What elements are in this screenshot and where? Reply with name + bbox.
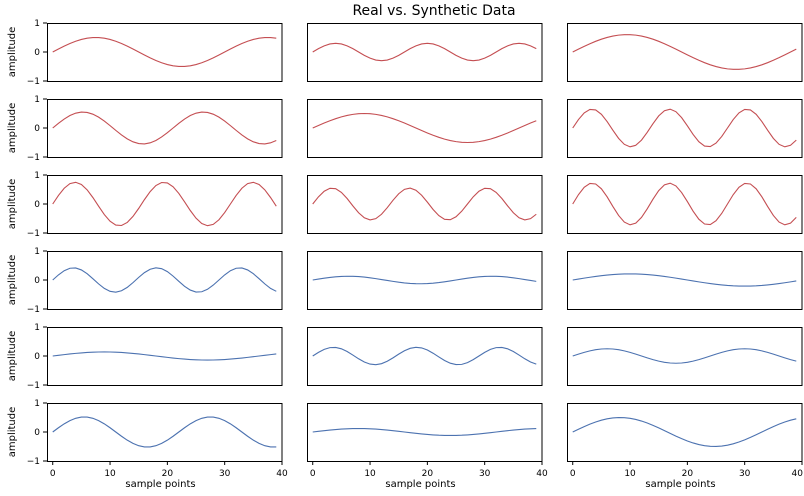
x-tick-label: 30 (739, 469, 751, 479)
x-axis-label: sample points (645, 479, 715, 490)
panel-frame (307, 99, 543, 158)
y-tick-label: 0 (34, 352, 40, 362)
panel-frame (567, 99, 803, 158)
series-line-synthetic (312, 275, 537, 285)
y-axis-label: amplitude (7, 407, 18, 458)
y-tick-label: 1 (34, 171, 40, 181)
y-tick-label: 1 (34, 95, 40, 105)
panel-2-2 (307, 99, 543, 158)
panel-6-2: 0 10 20 30 40 sample points (307, 403, 548, 490)
panel-5-2 (307, 327, 543, 386)
panel-3-3 (567, 175, 803, 234)
x-tick-label: 30 (219, 469, 231, 479)
panel-1-2 (307, 23, 543, 82)
panel-frame (47, 403, 283, 462)
series-line-synthetic (572, 416, 797, 448)
panel-4-2 (307, 251, 543, 310)
series-line-synthetic (312, 346, 537, 366)
x-tick-label: 10 (104, 469, 116, 479)
y-axis-label: amplitude (7, 179, 18, 230)
series-line-real (52, 111, 277, 145)
series-line-real (572, 182, 797, 226)
panel-frame (567, 23, 803, 82)
x-tick-label: 0 (50, 469, 56, 479)
panel-3-2 (307, 175, 543, 234)
y-tick-label: 1 (34, 19, 40, 29)
panel-frame (567, 403, 803, 462)
x-tick-label: 40 (276, 469, 288, 479)
x-tick-label: 10 (624, 469, 636, 479)
panel-frame (307, 175, 543, 234)
x-tick-label: 0 (310, 469, 316, 479)
chart-title: Real vs. Synthetic Data (352, 3, 515, 19)
y-axis-label: amplitude (7, 331, 18, 382)
panel-frame (307, 23, 543, 82)
panel-frame (307, 403, 543, 462)
panel-frame (567, 175, 803, 234)
series-line-synthetic (52, 416, 277, 448)
x-axis-label: sample points (125, 479, 195, 490)
x-tick-label: 40 (536, 469, 548, 479)
y-tick-label: 0 (34, 428, 40, 438)
series-line-synthetic (52, 267, 277, 293)
panel-4-3 (567, 251, 803, 310)
panel-frame (567, 327, 803, 386)
series-line-synthetic (312, 427, 537, 437)
y-tick-label: 0 (34, 200, 40, 210)
panel-frame (47, 23, 283, 82)
y-tick-label: −1 (27, 305, 40, 315)
series-line-synthetic (572, 348, 797, 364)
panel-frame (307, 251, 543, 310)
x-tick-label: 20 (422, 469, 434, 479)
y-tick-label: 1 (34, 247, 40, 257)
y-axis-label: amplitude (7, 255, 18, 306)
series-line-real (312, 42, 537, 62)
panel-frame (47, 99, 283, 158)
panel-frame (47, 327, 283, 386)
panel-6-3: 0 10 20 30 40 sample points (567, 403, 804, 490)
panel-5-1: 1 0 −1 amplitude (7, 323, 283, 391)
y-tick-label: 0 (34, 276, 40, 286)
y-tick-label: 1 (34, 323, 40, 333)
panel-1-1: 1 0 −1 amplitude (7, 19, 283, 87)
panels: 10−1amplitude10−1amplitude10−1amplitude1… (7, 19, 803, 490)
x-tick-label: 20 (162, 469, 174, 479)
y-tick-label: −1 (27, 153, 40, 163)
panel-frame (47, 251, 283, 310)
y-tick-label: −1 (27, 229, 40, 239)
panel-1-3 (567, 23, 803, 82)
x-tick-label: 30 (479, 469, 491, 479)
y-axis-label: amplitude (7, 27, 18, 78)
series-line-synthetic (572, 273, 797, 287)
y-tick-label: −1 (27, 381, 40, 391)
x-tick-label: 20 (682, 469, 694, 479)
y-tick-label: 1 (34, 399, 40, 409)
panel-2-3 (567, 99, 803, 158)
panel-frame (47, 175, 283, 234)
panel-3-1: 1 0 −1 amplitude (7, 171, 283, 239)
series-line-real (572, 108, 797, 148)
series-line-real (312, 112, 537, 144)
series-line-real (52, 181, 277, 227)
x-tick-label: 10 (364, 469, 376, 479)
series-line-synthetic (52, 351, 277, 361)
y-tick-label: 0 (34, 124, 40, 134)
y-tick-label: 0 (34, 48, 40, 58)
panel-5-3 (567, 327, 803, 386)
panel-4-1: 1 0 −1 amplitude (7, 247, 283, 315)
series-line-real (572, 34, 797, 70)
x-tick-label: 0 (570, 469, 576, 479)
panel-2-1: 1 0 −1 amplitude (7, 95, 283, 163)
series-line-real (52, 37, 277, 67)
x-axis-label: sample points (385, 479, 455, 490)
y-tick-label: −1 (27, 77, 40, 87)
x-tick-label: 40 (792, 469, 804, 479)
y-axis-label: amplitude (7, 103, 18, 154)
y-tick-label: −1 (27, 457, 40, 467)
panel-frame (567, 251, 803, 310)
series-line-real (312, 187, 537, 221)
panel-frame (307, 327, 543, 386)
